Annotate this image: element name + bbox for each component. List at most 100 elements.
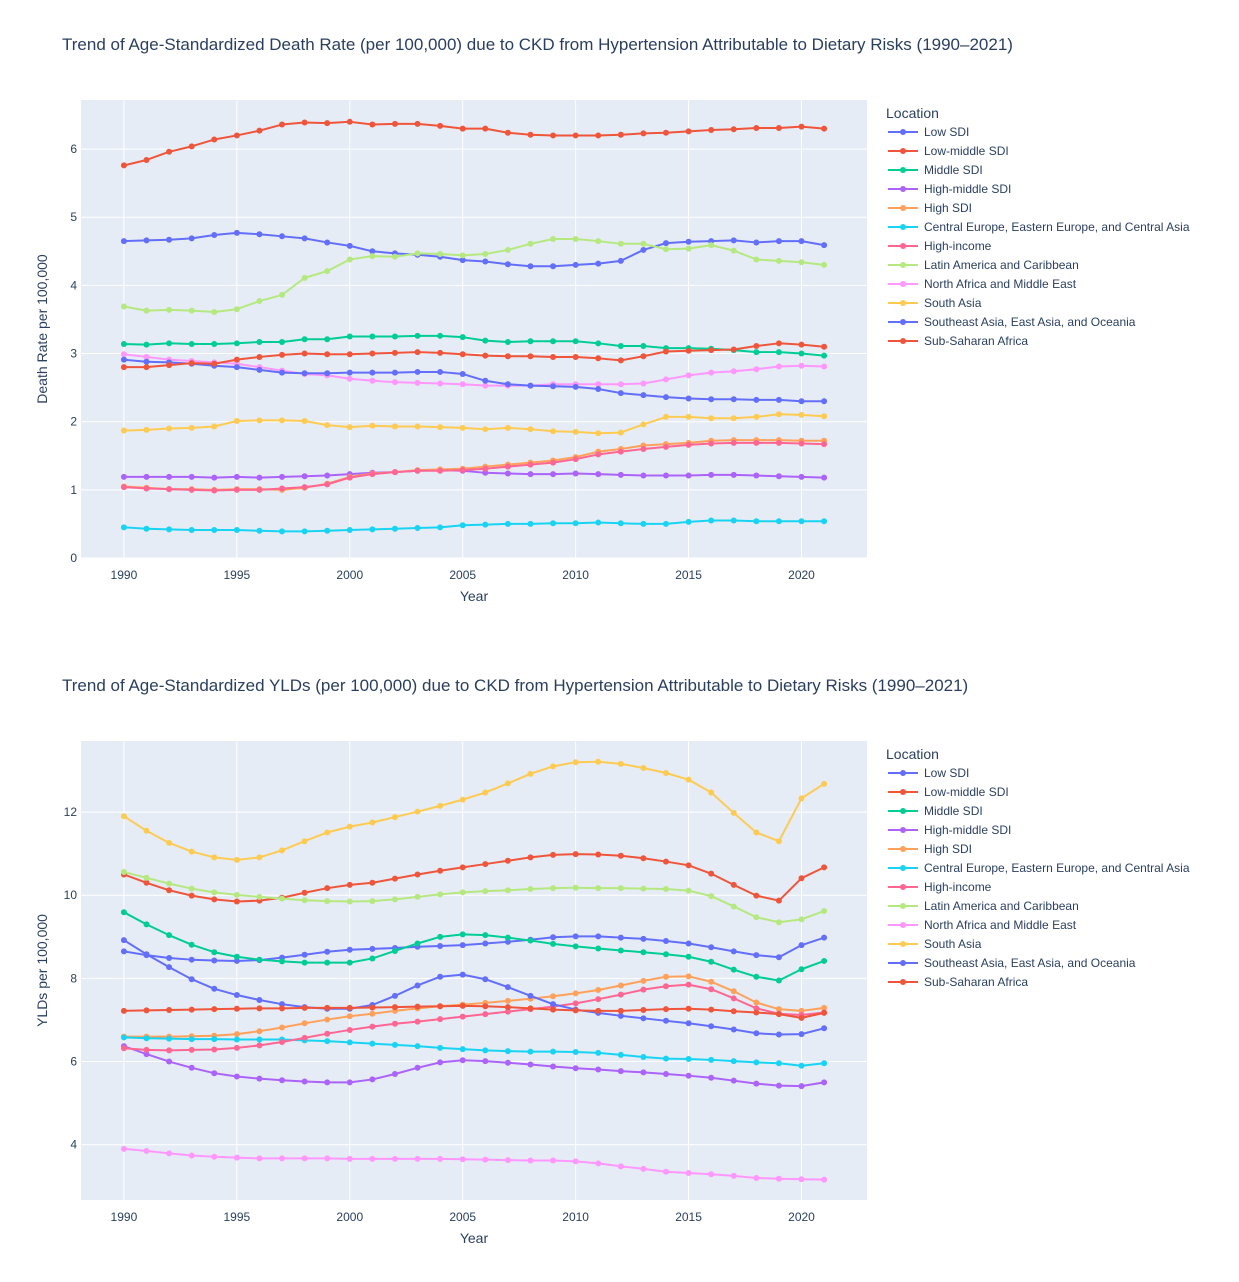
chart-2-data-point[interactable]	[730, 1008, 737, 1015]
chart-1-series-6[interactable]	[120, 517, 828, 535]
chart-1-legend-item[interactable]: High-income	[888, 239, 992, 253]
chart-2-data-point[interactable]	[279, 1005, 286, 1012]
chart-1-data-point[interactable]	[708, 126, 715, 133]
chart-2-data-point[interactable]	[753, 1059, 760, 1066]
chart-2-data-point[interactable]	[301, 889, 308, 896]
chart-1-data-point[interactable]	[617, 390, 624, 397]
chart-2-data-point[interactable]	[346, 881, 353, 888]
chart-2-series-6[interactable]	[120, 1034, 828, 1069]
chart-2-data-point[interactable]	[798, 942, 805, 949]
chart-2-data-point[interactable]	[595, 851, 602, 858]
chart-1-data-point[interactable]	[482, 337, 489, 344]
chart-2-data-point[interactable]	[504, 1008, 511, 1015]
chart-1-data-point[interactable]	[414, 368, 421, 375]
chart-1-data-point[interactable]	[617, 520, 624, 527]
chart-1-data-point[interactable]	[459, 370, 466, 377]
chart-2-data-point[interactable]	[256, 1075, 263, 1082]
chart-1-legend-item[interactable]: Low-middle SDI	[888, 144, 1009, 158]
chart-1-data-point[interactable]	[595, 471, 602, 478]
chart-2-data-point[interactable]	[279, 1001, 286, 1008]
chart-1-data-point[interactable]	[662, 129, 669, 136]
chart-1-data-point[interactable]	[572, 456, 579, 463]
chart-2-data-point[interactable]	[617, 947, 624, 954]
chart-1-data-point[interactable]	[821, 261, 828, 268]
chart-2-data-point[interactable]	[662, 937, 669, 944]
chart-2-data-point[interactable]	[617, 1007, 624, 1014]
chart-2-data-point[interactable]	[233, 891, 240, 898]
chart-2-data-point[interactable]	[233, 898, 240, 905]
chart-2-data-point[interactable]	[504, 857, 511, 864]
chart-1-data-point[interactable]	[730, 368, 737, 375]
chart-2-data-point[interactable]	[414, 808, 421, 815]
chart-2-series-line[interactable]	[123, 1036, 825, 1067]
chart-2-data-point[interactable]	[662, 951, 669, 958]
chart-2-data-point[interactable]	[482, 861, 489, 868]
chart-2-data-point[interactable]	[798, 875, 805, 882]
chart-2-data-point[interactable]	[550, 763, 557, 770]
chart-1-data-point[interactable]	[730, 439, 737, 446]
chart-2-data-point[interactable]	[459, 971, 466, 978]
chart-1-data-point[interactable]	[640, 392, 647, 399]
chart-2-data-point[interactable]	[662, 1017, 669, 1024]
chart-1-data-point[interactable]	[188, 143, 195, 150]
chart-2-data-point[interactable]	[617, 885, 624, 892]
chart-1-data-point[interactable]	[188, 473, 195, 480]
chart-2-data-point[interactable]	[324, 1155, 331, 1162]
chart-1-data-point[interactable]	[798, 238, 805, 245]
chart-1-legend-item[interactable]: North Africa and Middle East	[888, 277, 1077, 291]
chart-1-data-point[interactable]	[775, 439, 782, 446]
chart-2-data-point[interactable]	[595, 945, 602, 952]
chart-1-data-point[interactable]	[730, 517, 737, 524]
chart-1-data-point[interactable]	[572, 353, 579, 360]
chart-2-legend-item[interactable]: Central Europe, Eastern Europe, and Cent…	[888, 861, 1190, 875]
chart-1-data-point[interactable]	[504, 470, 511, 477]
chart-2-data-point[interactable]	[369, 1023, 376, 1030]
chart-2-data-point[interactable]	[617, 982, 624, 989]
chart-2-data-point[interactable]	[143, 827, 150, 834]
chart-2-data-point[interactable]	[640, 1053, 647, 1060]
chart-1-data-point[interactable]	[730, 396, 737, 403]
chart-1-data-point[interactable]	[527, 240, 534, 247]
chart-2-data-point[interactable]	[188, 848, 195, 855]
chart-2-data-point[interactable]	[188, 892, 195, 899]
chart-1-data-point[interactable]	[640, 421, 647, 428]
chart-2-data-point[interactable]	[550, 993, 557, 1000]
chart-2-data-point[interactable]	[120, 813, 127, 820]
chart-2-data-point[interactable]	[233, 856, 240, 863]
chart-2-data-point[interactable]	[595, 1066, 602, 1073]
chart-1-legend-item[interactable]: South Asia	[888, 296, 982, 310]
chart-2-data-point[interactable]	[166, 880, 173, 887]
chart-2-legend-item[interactable]: Southeast Asia, East Asia, and Oceania	[888, 956, 1136, 970]
chart-1-legend-item[interactable]: Southeast Asia, East Asia, and Oceania	[888, 315, 1136, 329]
chart-1-data-point[interactable]	[120, 427, 127, 434]
chart-1-data-point[interactable]	[233, 356, 240, 363]
chart-2-data-point[interactable]	[233, 1036, 240, 1043]
chart-2-data-point[interactable]	[821, 908, 828, 915]
chart-1-data-point[interactable]	[346, 474, 353, 481]
chart-2-data-point[interactable]	[301, 1034, 308, 1041]
chart-1-data-point[interactable]	[233, 340, 240, 347]
chart-2-data-point[interactable]	[233, 1154, 240, 1161]
chart-2-data-point[interactable]	[685, 953, 692, 960]
chart-2-data-point[interactable]	[775, 838, 782, 845]
chart-2-data-point[interactable]	[346, 1013, 353, 1020]
chart-2-data-point[interactable]	[211, 854, 218, 861]
chart-1-data-point[interactable]	[708, 471, 715, 478]
chart-2-data-point[interactable]	[708, 978, 715, 985]
chart-1-series-line[interactable]	[123, 334, 825, 357]
chart-1-data-point[interactable]	[324, 472, 331, 479]
chart-1-data-point[interactable]	[346, 333, 353, 340]
chart-2-data-point[interactable]	[640, 935, 647, 942]
chart-2-data-point[interactable]	[572, 1158, 579, 1165]
chart-1-data-point[interactable]	[640, 246, 647, 253]
chart-2-data-point[interactable]	[256, 956, 263, 963]
chart-1-data-point[interactable]	[662, 413, 669, 420]
chart-2-data-point[interactable]	[459, 1156, 466, 1163]
chart-1-data-point[interactable]	[640, 240, 647, 247]
chart-2-data-point[interactable]	[120, 909, 127, 916]
chart-1-data-point[interactable]	[775, 257, 782, 264]
chart-1-data-point[interactable]	[369, 377, 376, 384]
chart-2-data-point[interactable]	[708, 958, 715, 965]
chart-1-data-point[interactable]	[211, 340, 218, 347]
chart-2-data-point[interactable]	[324, 1079, 331, 1086]
